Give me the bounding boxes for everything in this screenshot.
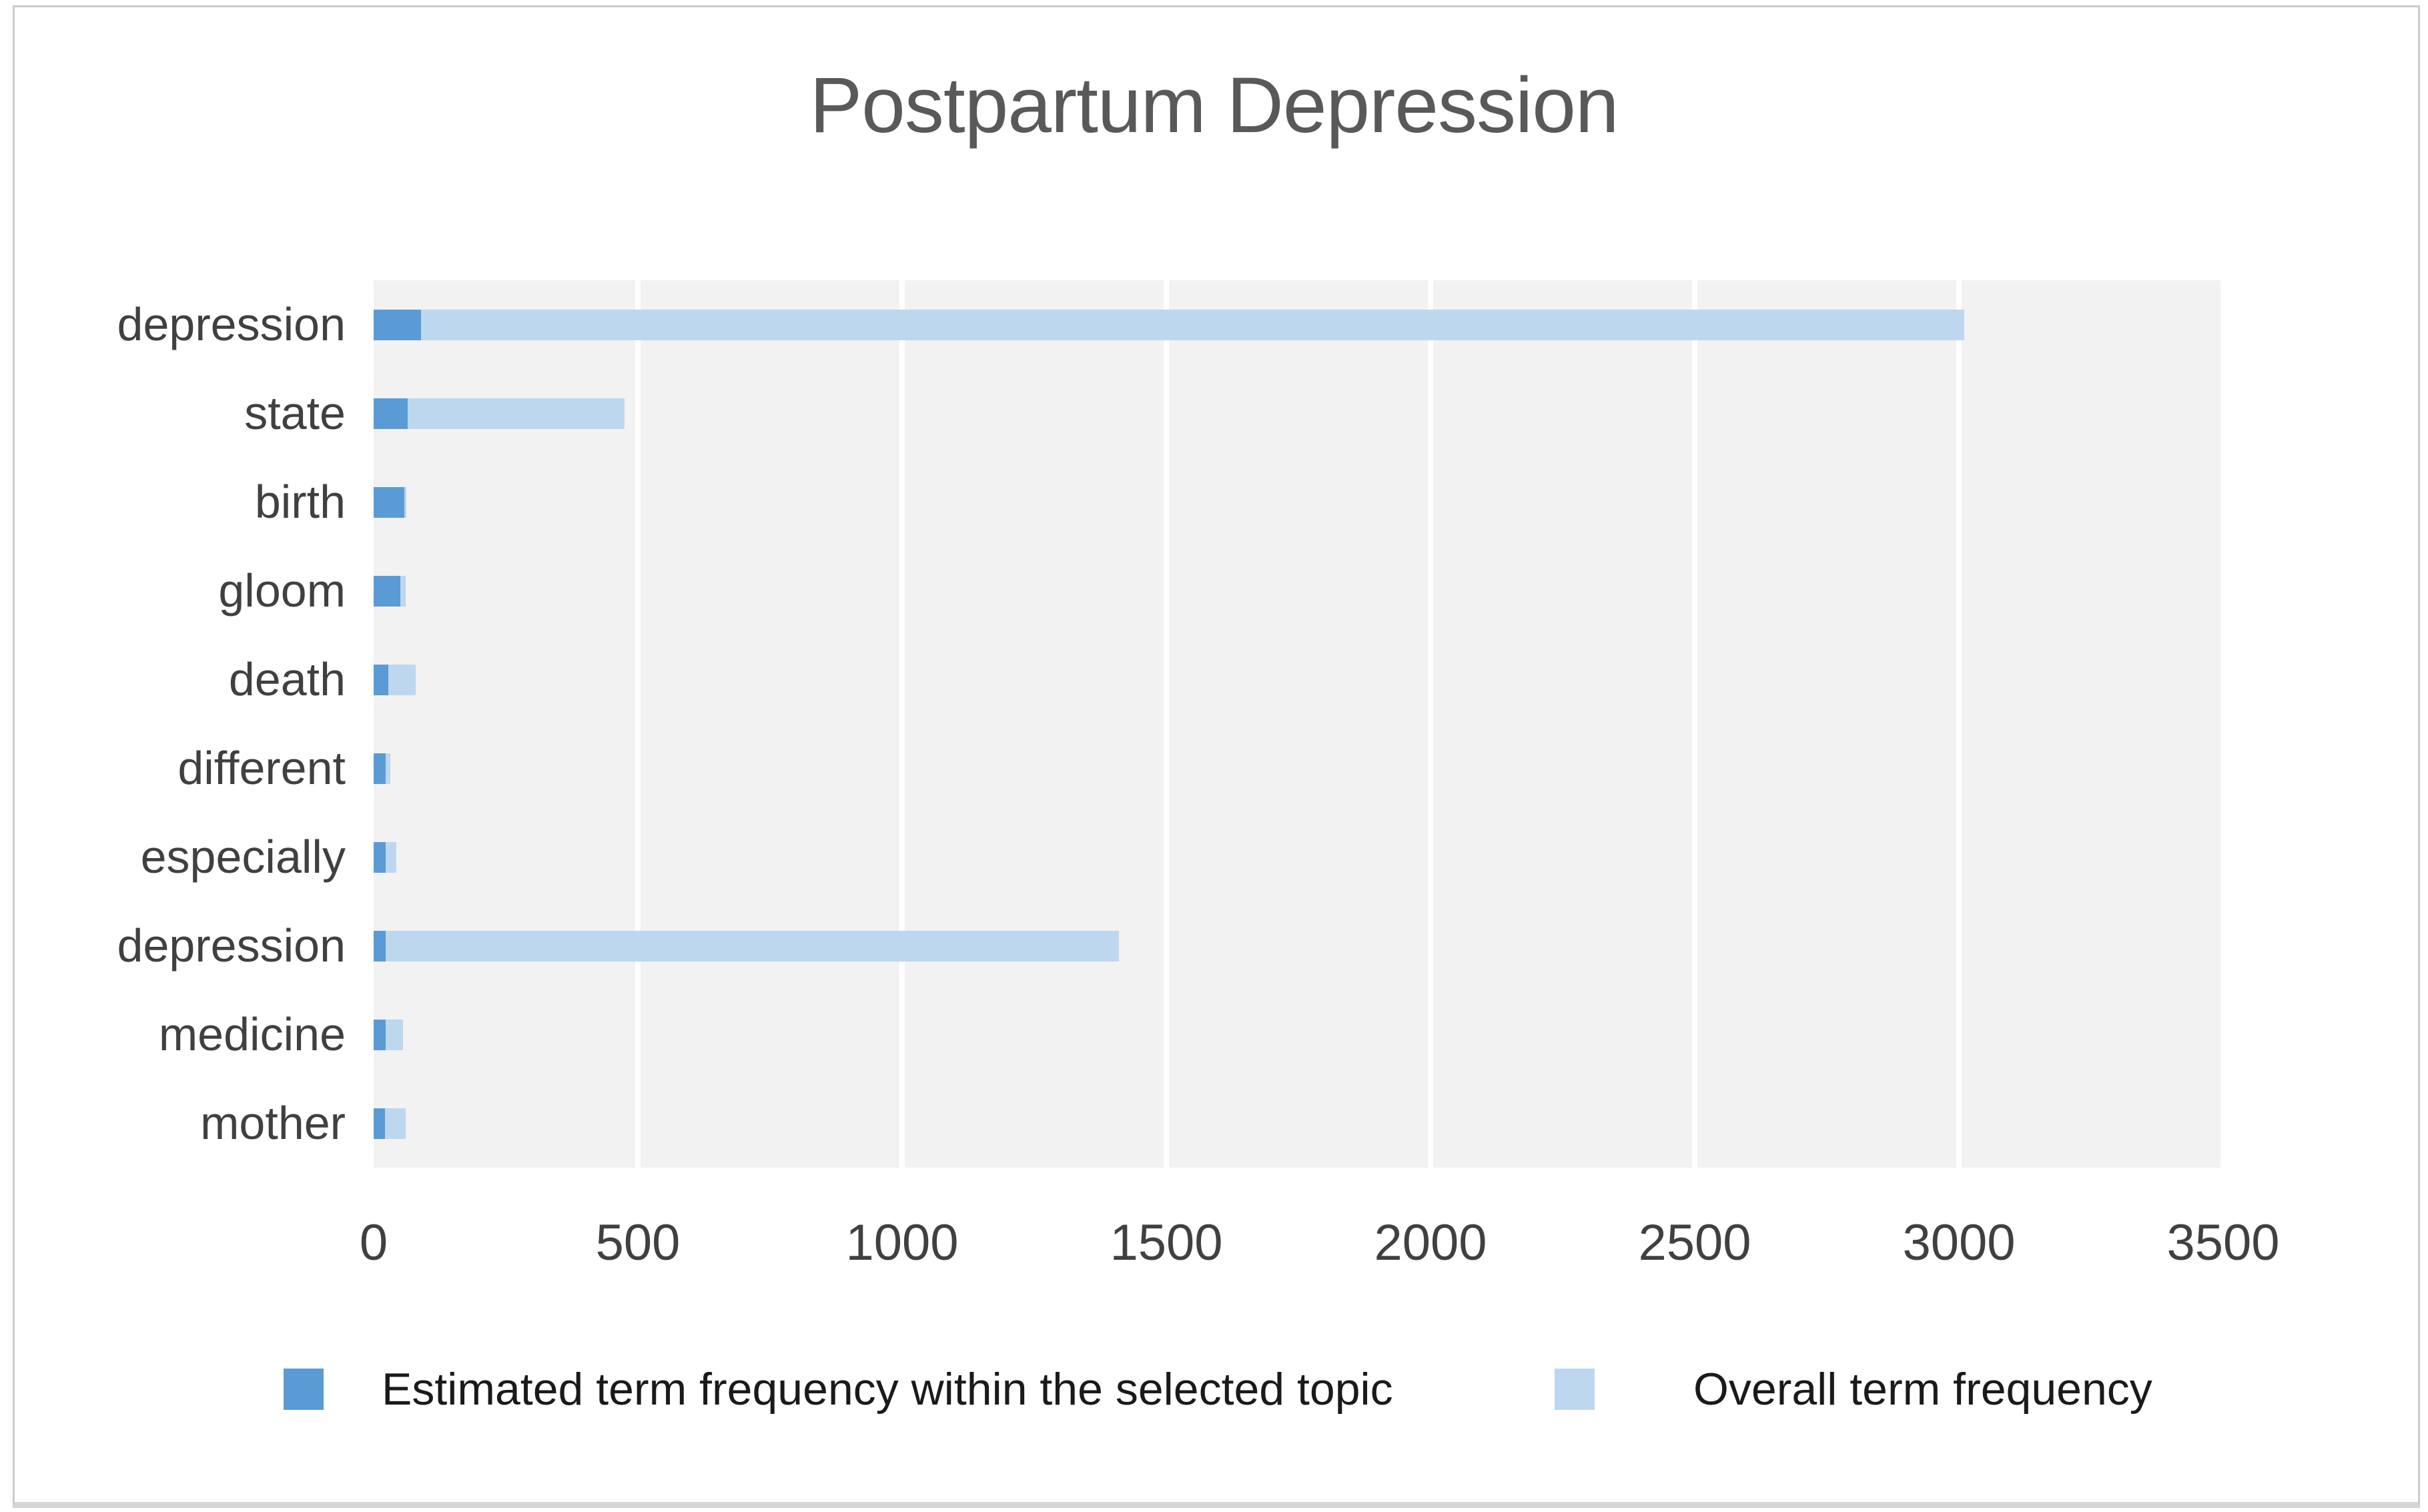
bar-estimated-frequency [374, 1019, 386, 1050]
legend-swatch-overall [1555, 1369, 1595, 1410]
x-tick-label: 1000 [845, 1214, 959, 1271]
x-tick-label: 2500 [1638, 1214, 1751, 1271]
y-axis-label: mother [200, 1097, 346, 1149]
gridline [1164, 280, 1169, 1168]
bar-estimated-frequency [374, 398, 408, 429]
bar-estimated-frequency [374, 1108, 385, 1139]
x-tick-label: 500 [595, 1214, 681, 1271]
y-axis-label: especially [140, 831, 346, 883]
legend-label-overall: Overall term frequency [1693, 1364, 2152, 1415]
y-axis-label: different [177, 742, 346, 794]
bar-estimated-frequency [374, 930, 386, 962]
y-axis-label: medicine [158, 1008, 346, 1060]
bar-estimated-frequency [374, 664, 389, 695]
x-tick-label: 2000 [1374, 1214, 1487, 1271]
y-axis-label: death [228, 653, 346, 705]
bar-estimated-frequency [374, 753, 386, 784]
gridline [635, 280, 641, 1168]
bar-overall-frequency [374, 309, 1964, 340]
bar-estimated-frequency [374, 841, 386, 873]
y-axis-label: state [244, 387, 346, 439]
legend-label-estimated: Estimated term frequency within the sele… [382, 1364, 1393, 1415]
y-axis: depression state birth gloom death different e… [0, 280, 346, 1168]
bar-estimated-frequency [374, 486, 404, 518]
bar-estimated-frequency [374, 575, 400, 607]
y-axis-label: depression [117, 919, 346, 972]
y-axis-label: gloom [218, 564, 346, 617]
bar-overall-frequency [374, 930, 1119, 962]
legend-swatch-estimated [284, 1369, 324, 1410]
y-axis-label: depression [117, 298, 346, 350]
gridline [899, 280, 905, 1168]
x-tick-label: 3500 [2166, 1214, 2280, 1271]
gridline [1428, 280, 1433, 1168]
gridline [1692, 280, 1697, 1168]
bar-overall-frequency [374, 398, 625, 429]
gridline [1956, 280, 1962, 1168]
legend: Estimated term frequency within the sele… [0, 1353, 2428, 1427]
plot-area [374, 280, 2226, 1168]
x-tick-label: 3000 [1902, 1214, 2016, 1271]
bar-estimated-frequency [374, 309, 422, 340]
chart-title: Postpartum Depression [809, 61, 1619, 149]
x-axis: 0 500 1000 1500 2000 2500 3000 3500 [0, 1206, 2428, 1280]
x-tick-label: 1500 [1110, 1214, 1223, 1271]
gridline [2220, 280, 2226, 1168]
y-axis-label: birth [254, 476, 346, 528]
x-tick-label: 0 [359, 1214, 388, 1271]
